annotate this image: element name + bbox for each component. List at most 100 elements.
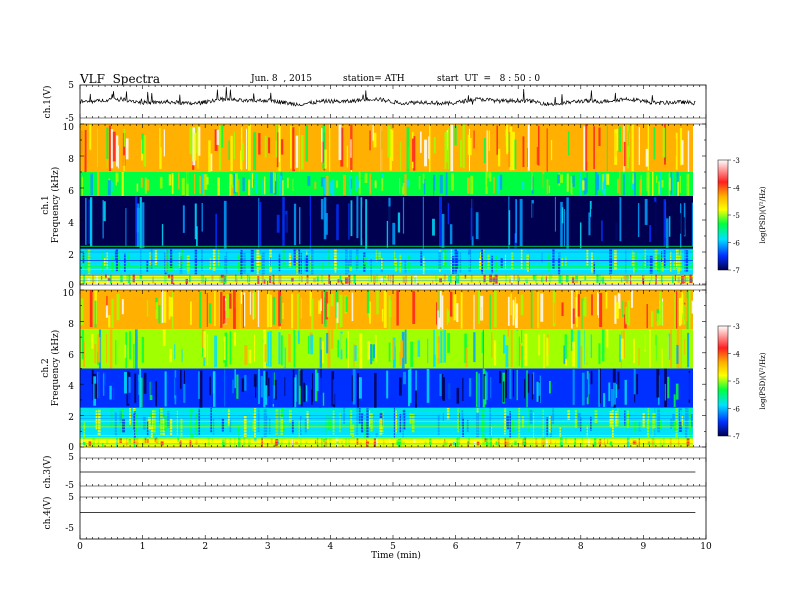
spectrogram-streak bbox=[491, 332, 493, 358]
spectrogram-streak bbox=[234, 205, 236, 230]
spectrogram-streak bbox=[348, 274, 351, 284]
spectrogram-streak bbox=[548, 380, 551, 394]
spectrogram-streak bbox=[223, 127, 227, 161]
spectrogram-streak bbox=[237, 425, 240, 436]
spectrogram-streak bbox=[552, 248, 555, 269]
spectrogram-streak bbox=[153, 128, 155, 164]
spectrogram-streak bbox=[658, 253, 661, 275]
spectrogram-streak bbox=[160, 407, 163, 436]
spectrogram-streak bbox=[592, 443, 594, 447]
spectrogram-streak bbox=[240, 150, 242, 170]
spectrogram-streak bbox=[662, 437, 665, 447]
spectrogram-streak bbox=[490, 377, 492, 398]
spectrogram-streak bbox=[379, 177, 382, 186]
spectrogram-streak bbox=[376, 274, 378, 283]
spectrogram-streak bbox=[552, 408, 555, 424]
spectrogram-streak bbox=[148, 438, 151, 446]
spectrogram-streak bbox=[300, 369, 303, 407]
spectrogram-streak bbox=[264, 135, 267, 158]
spectrogram-streak bbox=[115, 172, 117, 186]
spectrogram-streak bbox=[469, 137, 472, 156]
spectrogram-streak bbox=[298, 369, 301, 405]
spectrogram-streak bbox=[376, 249, 379, 275]
spectrogram-streak bbox=[449, 291, 453, 317]
spectrogram-streak bbox=[290, 125, 292, 169]
spectrogram-streak bbox=[441, 374, 444, 400]
x-tick-labels: 0 1 2 3 4 5 6 7 8 9 10 bbox=[77, 542, 712, 552]
spectrogram-streak bbox=[510, 275, 513, 283]
spectrogram-streak bbox=[683, 276, 685, 283]
spectrogram-streak bbox=[191, 275, 194, 284]
spectrogram-streak bbox=[383, 290, 387, 328]
spectrogram-streak bbox=[603, 274, 606, 283]
spectrogram-streak bbox=[120, 275, 123, 283]
spectrogram-streak bbox=[460, 292, 463, 329]
spec2-ytick: 0 bbox=[68, 443, 74, 453]
spectrogram-streak bbox=[462, 124, 465, 169]
spectrogram-streak bbox=[370, 200, 373, 249]
spectrogram-streak bbox=[677, 248, 679, 274]
spectrogram-streak bbox=[619, 334, 622, 363]
spectrogram-streak bbox=[656, 260, 658, 270]
spectrogram-streak bbox=[578, 275, 580, 284]
spectrogram-streak bbox=[483, 291, 487, 327]
spectrogram-streak bbox=[599, 292, 603, 328]
spectrogram-streak bbox=[218, 125, 222, 171]
spectrogram-streak bbox=[546, 439, 548, 447]
spectrogram-streak bbox=[679, 127, 683, 166]
spectrogram-streak bbox=[561, 207, 564, 224]
spectrogram-streak bbox=[681, 415, 683, 426]
spectrogram-streak bbox=[233, 131, 235, 160]
spectrogram-streak bbox=[664, 383, 667, 401]
spectrogram-streak bbox=[456, 275, 459, 279]
spectrogram-streak bbox=[331, 329, 334, 349]
spectrogram-streak bbox=[167, 410, 170, 428]
spectrogram-streak bbox=[628, 368, 632, 403]
spectrogram-streak bbox=[638, 126, 640, 165]
spectrogram-streak bbox=[596, 174, 599, 191]
spectrogram-streak bbox=[328, 416, 332, 431]
spectrogram-streak bbox=[159, 176, 163, 189]
spectrogram-streak bbox=[209, 376, 211, 396]
spectrogram-streak bbox=[204, 174, 208, 190]
spectrogram-streak bbox=[150, 425, 153, 438]
spectrogram-streak bbox=[450, 173, 454, 191]
spectrogram-streak bbox=[373, 438, 377, 447]
spectrogram-streak bbox=[243, 292, 246, 327]
spectrogram-streak bbox=[362, 414, 365, 430]
spectrogram-streak bbox=[251, 379, 255, 405]
spectrogram-streak bbox=[608, 382, 611, 402]
spectrogram-streak bbox=[570, 290, 573, 329]
spectrogram-streak bbox=[107, 180, 111, 196]
spectrogram-streak bbox=[307, 335, 310, 354]
spectrogram-streak bbox=[498, 438, 500, 447]
spectrogram-streak bbox=[598, 127, 601, 147]
spectrogram-streak bbox=[127, 251, 129, 267]
spectrogram-streak bbox=[626, 437, 629, 447]
spectrogram-streak bbox=[111, 298, 114, 329]
spectrogram-streak bbox=[407, 255, 411, 271]
spectrogram-streak bbox=[579, 222, 582, 249]
spectrogram-streak bbox=[619, 172, 621, 196]
spectrogram-streak bbox=[532, 412, 535, 438]
spectrogram-streak bbox=[256, 437, 258, 447]
spectrogram-streak bbox=[258, 369, 260, 405]
spectrogram-streak bbox=[343, 407, 346, 425]
spectrogram-streak bbox=[293, 248, 296, 266]
spectrogram-band bbox=[80, 124, 693, 172]
spectrogram-streak bbox=[558, 275, 562, 284]
spectrogram-streak bbox=[201, 202, 203, 232]
spectrogram-streak bbox=[421, 219, 424, 244]
colorbar-tick-label: -6 bbox=[733, 240, 740, 248]
spectrogram-streak bbox=[223, 336, 226, 361]
spectrogram-streak bbox=[345, 207, 347, 228]
spectrogram-streak bbox=[642, 413, 645, 428]
spectrogram-streak bbox=[572, 308, 575, 324]
spectrogram-streak bbox=[291, 277, 294, 282]
spectrogram-streak bbox=[165, 250, 168, 272]
spectrogram-streak bbox=[464, 333, 467, 363]
spectrogram-streak bbox=[558, 257, 560, 275]
spectrogram-streak bbox=[150, 373, 153, 396]
spectrogram-streak bbox=[178, 252, 181, 269]
spectrogram-streak bbox=[81, 254, 83, 265]
